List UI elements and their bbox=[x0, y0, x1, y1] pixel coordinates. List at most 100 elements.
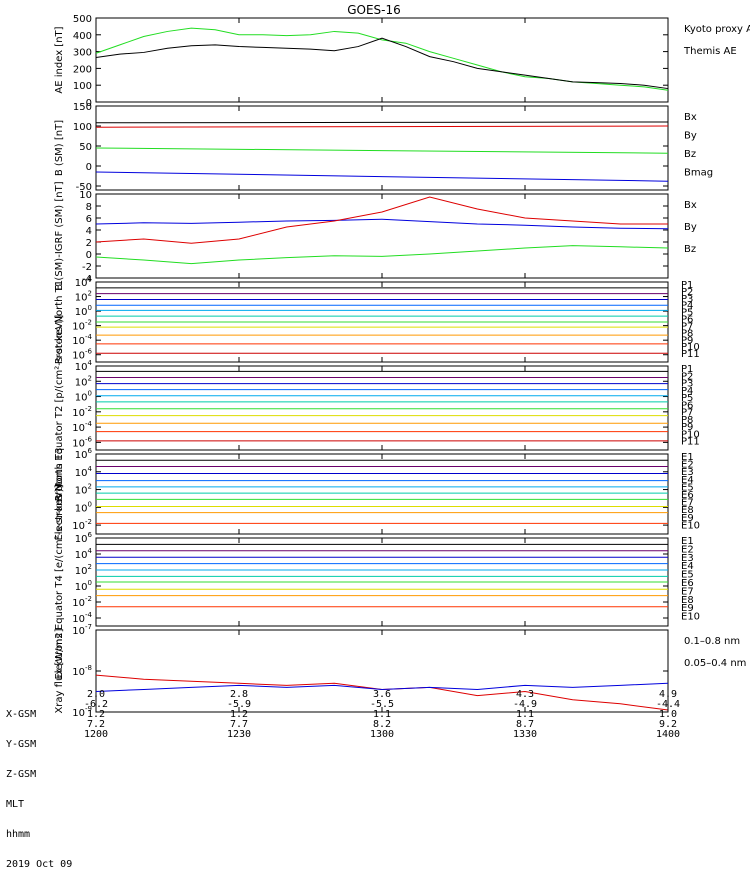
ytick-label: 100 bbox=[75, 390, 92, 404]
legend-entry: P3 bbox=[681, 379, 693, 390]
ytick-label: 104 bbox=[75, 275, 93, 289]
legend-entry: Bmag bbox=[684, 168, 713, 179]
footer-column: 3.6 -5.5 1.1 8.2 1300 bbox=[362, 690, 402, 740]
footer-z-gsm: 1.2 bbox=[86, 709, 106, 720]
legend-entry: Bx bbox=[684, 200, 697, 211]
legend-entry: P3 bbox=[681, 294, 693, 305]
y-axis-label: Electrons North T3 bbox=[54, 447, 65, 540]
legend-entry: E3 bbox=[681, 553, 694, 564]
series-line-bz bbox=[95, 196, 668, 244]
ytick-label: 100 bbox=[75, 500, 92, 514]
footer-hhmm: 1230 bbox=[226, 729, 252, 740]
legend-entry: Bx bbox=[684, 112, 697, 123]
legend-entry: E8 bbox=[681, 595, 694, 606]
legend-entry: Bz bbox=[684, 244, 696, 255]
footer-column: 4.9 -4.4 1.0 9.2 1400 bbox=[648, 690, 688, 740]
ytick-label: 104 bbox=[75, 465, 93, 479]
y-axis-label: Protons Equator T2 [p/(cm²-s-sr-keV)] bbox=[54, 315, 65, 502]
label-mlt: MLT bbox=[6, 799, 25, 810]
ytick-label: 100 bbox=[73, 122, 92, 133]
footer-z-gsm: 1.1 bbox=[515, 709, 535, 720]
ytick-label: -4 bbox=[82, 274, 92, 285]
legend-entry: E3 bbox=[681, 467, 694, 478]
legend-entry: P4 bbox=[681, 386, 693, 397]
legend-entry: P10 bbox=[681, 342, 700, 353]
footer-y-gsm: -5.9 bbox=[226, 699, 252, 710]
ytick-label: 200 bbox=[73, 64, 92, 75]
y-axis-label: Protons North T1 bbox=[54, 280, 65, 364]
ytick-label: 0 bbox=[86, 250, 92, 261]
panel-frame-2 bbox=[95, 193, 669, 279]
ytick-label: 150 bbox=[73, 102, 92, 113]
footer-hhmm: 1330 bbox=[512, 729, 538, 740]
footer-mlt: 8.2 bbox=[372, 719, 392, 730]
series-line-bz bbox=[95, 125, 669, 128]
ytick-label: -2 bbox=[82, 262, 92, 273]
footer-hhmm: 1400 bbox=[655, 729, 681, 740]
ytick-label: 10-6 bbox=[72, 435, 92, 449]
footer-column: 2.8 -5.9 1.2 7.7 1230 bbox=[219, 690, 259, 740]
ytick-label: 10-2 bbox=[72, 405, 92, 419]
legend-entry: E9 bbox=[681, 513, 694, 524]
ytick-label: 10-2 bbox=[72, 595, 92, 609]
ytick-label: 50 bbox=[79, 142, 92, 153]
legend-entry: Themis AE bbox=[683, 46, 737, 57]
ytick-label: 10-2 bbox=[72, 518, 92, 532]
footer-column: 2.0 -6.2 1.2 7.2 1200 bbox=[76, 690, 116, 740]
legend-entry: P6 bbox=[681, 400, 693, 411]
legend-entry: E7 bbox=[681, 498, 694, 509]
label-y-gsm: Y-GSM bbox=[6, 739, 37, 750]
legend-entry: P9 bbox=[681, 422, 693, 433]
legend-entry: E6 bbox=[681, 578, 694, 589]
footer-y-gsm: -4.4 bbox=[655, 699, 681, 710]
panel-frame-0 bbox=[95, 17, 669, 103]
footer-x-gsm: 4.9 bbox=[658, 689, 678, 700]
ytick-label: 10-9 bbox=[72, 705, 92, 719]
ytick-label: -50 bbox=[76, 182, 92, 193]
legend-entry: E1 bbox=[681, 536, 694, 547]
legend-entry: P4 bbox=[681, 301, 693, 312]
footer-mlt: 7.2 bbox=[86, 719, 106, 730]
legend-entry: E10 bbox=[681, 520, 700, 531]
y-axis-label: Electrons Equator T4 [e/(cm²-s-sr-keV)] bbox=[54, 484, 65, 679]
ytick-label: 10-7 bbox=[72, 623, 92, 637]
footer-mlt: 7.7 bbox=[229, 719, 249, 730]
legend-entry: 0.1–0.8 nm bbox=[684, 636, 740, 647]
series-line-themis-ae bbox=[95, 37, 669, 90]
series-line-0-05-0-4-nm bbox=[95, 682, 669, 692]
ytick-label: 104 bbox=[75, 547, 93, 561]
legend-entry: E10 bbox=[681, 612, 700, 623]
series-line-by bbox=[95, 245, 669, 265]
legend-entry: Kyoto proxy AE bbox=[684, 24, 750, 35]
ytick-label: 0 bbox=[86, 162, 92, 173]
footer-mlt: 9.2 bbox=[658, 719, 678, 730]
ytick-label: 106 bbox=[75, 531, 93, 545]
panel-frame-4 bbox=[95, 365, 669, 451]
legend-entry: E5 bbox=[681, 570, 694, 581]
footer-x-gsm: 2.0 bbox=[86, 689, 106, 700]
footer-hhmm: 1200 bbox=[83, 729, 109, 740]
panel-frame-1 bbox=[95, 105, 669, 191]
series-line-bmag bbox=[95, 121, 669, 124]
legend-entry: P5 bbox=[681, 308, 693, 319]
legend-entry: E2 bbox=[681, 544, 694, 555]
footer-x-gsm: 4.3 bbox=[515, 689, 535, 700]
label-z-gsm: Z-GSM bbox=[6, 769, 37, 780]
label-x-gsm: X-GSM bbox=[6, 709, 37, 720]
ytick-label: 10-4 bbox=[72, 611, 92, 625]
legend-entry: P11 bbox=[681, 349, 700, 360]
legend-entry: E1 bbox=[681, 452, 694, 463]
ytick-label: 10-4 bbox=[72, 420, 92, 434]
legend-entry: P1 bbox=[681, 280, 693, 291]
legend-entry: P8 bbox=[681, 415, 693, 426]
series-line-bx bbox=[95, 218, 669, 230]
ytick-label: 100 bbox=[73, 81, 92, 92]
footer-z-gsm: 1.1 bbox=[372, 709, 392, 720]
ytick-label: 10-6 bbox=[72, 348, 92, 362]
legend-entry: By bbox=[684, 222, 697, 233]
y-axis-label: AE index [nT] bbox=[54, 26, 65, 93]
footer-y-gsm: -6.2 bbox=[83, 699, 109, 710]
ytick-label: 300 bbox=[73, 48, 92, 59]
